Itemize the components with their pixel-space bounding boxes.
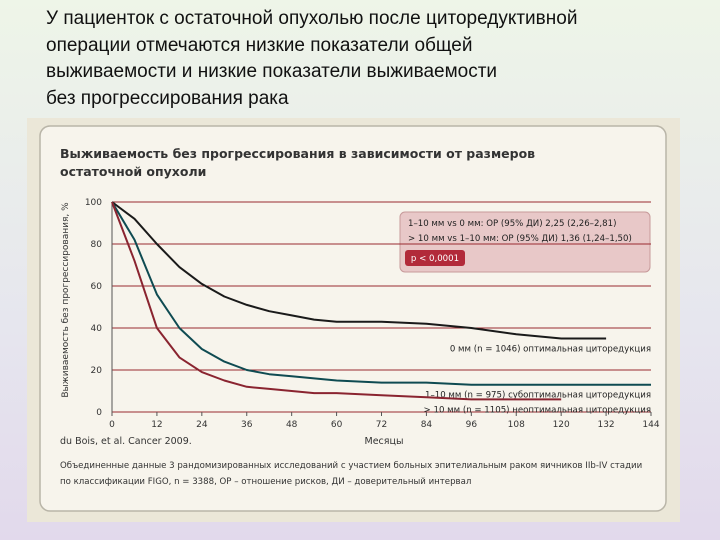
heading-line: без прогрессирования рака: [46, 87, 289, 109]
source: du Bois, et al. Cancer 2009.: [60, 436, 192, 447]
series-line: [111, 201, 562, 401]
annotation: 1–10 мм vs 0 мм: ОР (95% ДИ) 2,25 (2,26–…: [408, 219, 616, 229]
x-tick-label: 72: [376, 420, 387, 430]
x-tick-label: 84: [421, 420, 433, 430]
x-tick-label: 132: [597, 420, 614, 430]
x-tick-label: 96: [466, 420, 478, 430]
series-line: [111, 201, 607, 340]
p-value-box: [405, 250, 465, 266]
y-tick-label: 0: [96, 408, 102, 418]
y-tick-label: 60: [91, 282, 103, 292]
x-tick-label: 24: [196, 420, 208, 430]
chart-title: остаточной опухоли: [60, 164, 206, 179]
p-value: p < 0,0001: [411, 254, 459, 264]
series-label: > 10 мм (n = 1105) неоптимальная циторед…: [424, 405, 651, 415]
x-axis-label: Месяцы: [365, 436, 404, 447]
heading-line: выживаемости и низкие показатели выживае…: [46, 61, 498, 82]
y-tick-label: 80: [91, 240, 103, 250]
footnote: по классификации FIGO, n = 3388, ОР – от…: [60, 477, 471, 487]
heading-line: операции отмечаются низкие показатели об…: [46, 34, 473, 56]
heading: У пациенток с остаточной опухолью после …: [46, 6, 706, 112]
x-tick-label: 36: [241, 420, 253, 430]
x-tick-label: 108: [508, 420, 525, 430]
footnote: Объединенные данные 3 рандомизированных …: [60, 461, 642, 471]
x-tick-label: 60: [331, 420, 343, 430]
series-line: [111, 201, 651, 386]
x-tick-label: 120: [553, 420, 570, 430]
y-axis-label: Выживаемость без прогрессирования, %: [61, 202, 71, 398]
y-tick-label: 40: [91, 324, 103, 334]
heading-line: У пациенток с остаточной опухолью после …: [46, 8, 578, 29]
x-tick-label: 0: [109, 420, 115, 430]
panel: [39, 125, 667, 512]
x-tick-label: 48: [286, 420, 298, 430]
y-tick-label: 20: [91, 366, 103, 376]
y-tick-label: 100: [85, 198, 102, 208]
annotation: > 10 мм vs 1–10 мм: ОР (95% ДИ) 1,36 (1,…: [408, 234, 632, 244]
series-label: 0 мм (n = 1046) оптимальная циторедукция: [450, 345, 651, 355]
series-label: 1–10 мм (n = 975) субоптимальная циторед…: [425, 391, 651, 401]
x-tick-label: 144: [642, 420, 659, 430]
chart-title: Выживаемость без прогрессирования в зави…: [60, 146, 535, 161]
x-tick-label: 12: [151, 420, 162, 430]
